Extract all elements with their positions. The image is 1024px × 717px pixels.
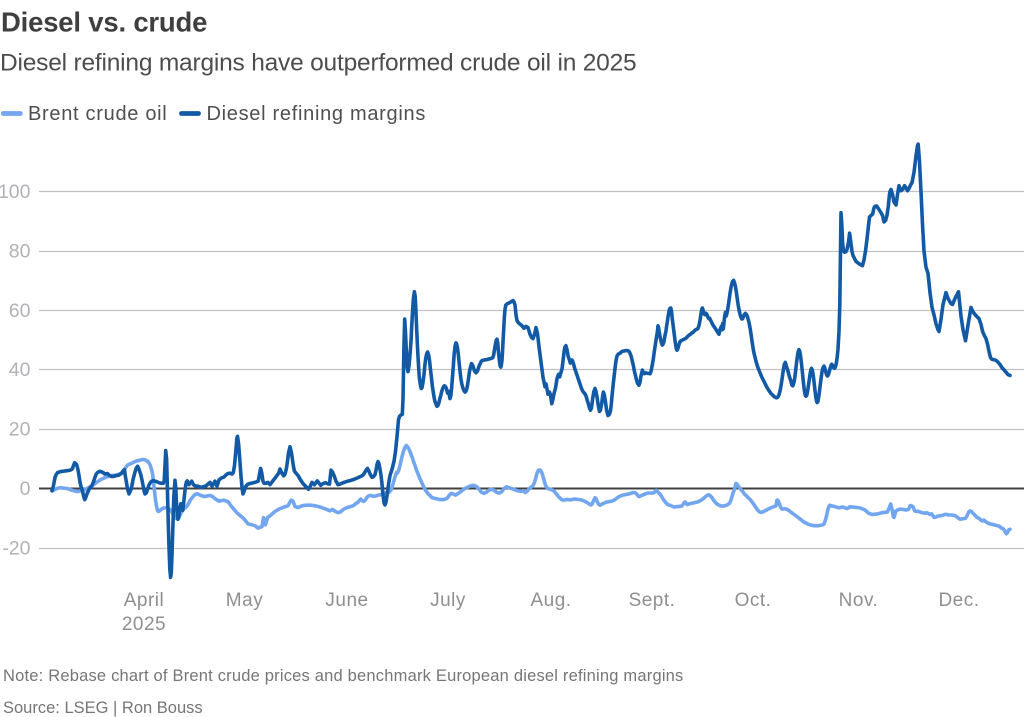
svg-text:Diesel refining margins have o: Diesel refining margins have outperforme…: [0, 50, 636, 77]
svg-text:20: 20: [9, 419, 31, 441]
svg-text:Brent crude oil: Brent crude oil: [28, 103, 167, 125]
svg-text:July: July: [430, 590, 466, 611]
svg-text:Diesel vs. crude: Diesel vs. crude: [1, 7, 207, 38]
svg-text:Aug.: Aug.: [530, 590, 571, 611]
svg-text:April: April: [124, 590, 165, 611]
svg-text:100: 100: [0, 181, 31, 203]
svg-text:Diesel refining margins: Diesel refining margins: [207, 103, 427, 125]
svg-text:0: 0: [20, 478, 31, 500]
svg-text:Nov.: Nov.: [839, 590, 879, 611]
svg-text:60: 60: [9, 300, 31, 322]
svg-text:Oct.: Oct.: [735, 590, 772, 611]
svg-text:Note: Rebase chart of Brent cr: Note: Rebase chart of Brent crude prices…: [3, 667, 684, 685]
svg-text:Source: LSEG | Ron Bouss: Source: LSEG | Ron Bouss: [3, 699, 203, 717]
svg-text:80: 80: [9, 240, 31, 262]
svg-text:2025: 2025: [122, 614, 166, 635]
svg-text:Sept.: Sept.: [629, 590, 676, 611]
svg-text:May: May: [226, 590, 263, 611]
svg-text:40: 40: [9, 359, 31, 381]
svg-text:June: June: [325, 590, 368, 611]
svg-text:Dec.: Dec.: [938, 590, 979, 611]
svg-text:-20: -20: [2, 537, 30, 559]
